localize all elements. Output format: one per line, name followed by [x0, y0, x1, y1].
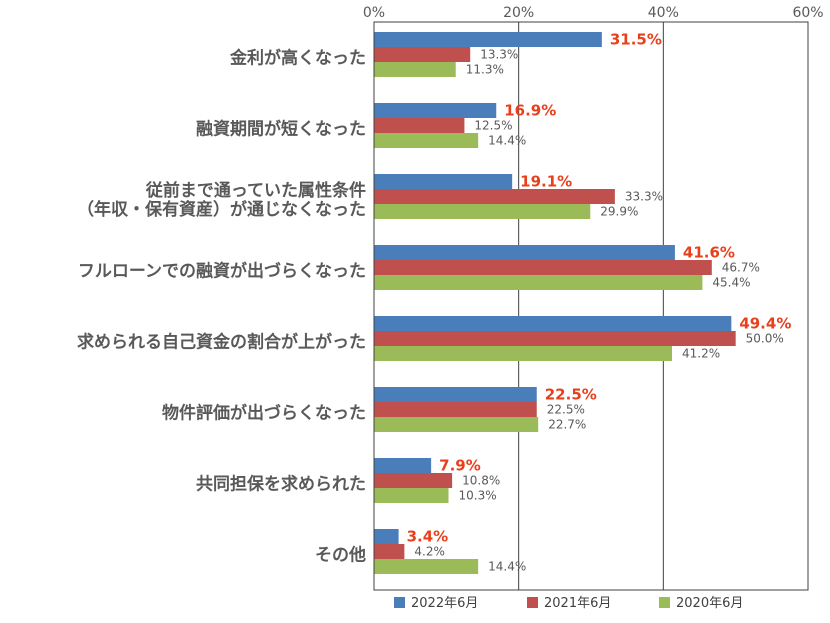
bar-series-2020 [374, 346, 673, 361]
data-labels: 31.5%13.3%11.3%16.9%12.5%14.4%19.1%33.3%… [407, 31, 792, 574]
bar-series-2020 [374, 559, 479, 574]
category-label: 共同担保を求められた [196, 474, 366, 495]
category-labels: 金利が高くなった融資期間が短くなった従前まで通っていた属性条件（年収・保有資産）… [77, 48, 366, 566]
bar-series-2022 [374, 387, 537, 402]
legend-swatch [394, 597, 405, 608]
data-label: 13.3% [480, 48, 518, 62]
legend-swatch [527, 597, 538, 608]
data-label: 22.7% [548, 418, 586, 432]
bar-series-2021 [374, 189, 615, 204]
legend-label: 2020年6月 [676, 596, 743, 611]
bar-series-2020 [374, 133, 479, 148]
bar-series-2021 [374, 473, 453, 488]
bar-series-2020 [374, 204, 591, 219]
data-label: 49.4% [739, 315, 791, 333]
data-label: 19.1% [520, 173, 572, 191]
data-label: 50.0% [746, 332, 784, 346]
data-label: 45.4% [712, 276, 750, 290]
data-label: 22.5% [547, 403, 585, 417]
bar-series-2022 [374, 32, 602, 47]
bar-series-2022 [374, 245, 675, 260]
bar-series-2020 [374, 417, 539, 432]
category-label: 金利が高くなった [229, 48, 366, 69]
legend-label: 2021年6月 [544, 596, 611, 611]
bar-series-2022 [374, 174, 513, 189]
bar-series-2022 [374, 103, 497, 118]
data-label: 11.3% [466, 63, 504, 77]
bar-series-2021 [374, 331, 736, 346]
data-label: 14.4% [488, 134, 526, 148]
data-label: 10.8% [462, 474, 500, 488]
data-label: 10.3% [459, 489, 497, 503]
bar-series-2020 [374, 62, 456, 77]
bar-series-2022 [374, 458, 432, 473]
bar-series-2020 [374, 275, 703, 290]
x-tick-label: 60% [792, 5, 823, 21]
x-tick-label: 0% [363, 5, 385, 21]
category-label: その他 [315, 545, 366, 566]
data-label: 4.2% [414, 545, 445, 559]
category-label: フルローンでの融資が出づらくなった [78, 261, 366, 282]
legend-label: 2022年6月 [411, 596, 478, 611]
bar-series-2021 [374, 118, 465, 133]
data-label: 7.9% [439, 457, 481, 475]
x-axis-ticks: 0% 20% 40% 60% [363, 5, 824, 21]
data-label: 14.4% [488, 560, 526, 574]
data-label: 12.5% [474, 119, 512, 133]
legend: 2022年6月 2021年6月 2020年6月 [394, 596, 743, 611]
data-label: 41.2% [682, 347, 720, 361]
bars [374, 32, 736, 574]
data-label: 33.3% [625, 190, 663, 204]
x-tick-label: 20% [503, 5, 534, 21]
bar-series-2021 [374, 260, 712, 275]
bar-series-2022 [374, 316, 732, 331]
data-label: 3.4% [407, 528, 449, 546]
category-label: 物件評価が出づらくなった [162, 403, 366, 424]
data-label: 16.9% [504, 102, 556, 120]
legend-swatch [659, 597, 670, 608]
category-label: 従前まで通っていた属性条件（年収・保有資産）が通じなくなった [77, 180, 366, 220]
bar-series-2020 [374, 488, 449, 503]
bar-series-2021 [374, 47, 471, 62]
data-label: 46.7% [722, 261, 760, 275]
data-label: 29.9% [600, 205, 638, 219]
category-label: 融資期間が短くなった [196, 119, 366, 140]
category-label: 求められる自己資金の割合が上がった [77, 332, 366, 353]
data-label: 31.5% [610, 31, 662, 49]
bar-series-2022 [374, 529, 399, 544]
bar-series-2021 [374, 402, 537, 417]
x-tick-label: 40% [648, 5, 679, 21]
bar-series-2021 [374, 544, 405, 559]
data-label: 22.5% [545, 386, 597, 404]
data-label: 41.6% [683, 244, 735, 262]
plot-frame [373, 21, 809, 591]
